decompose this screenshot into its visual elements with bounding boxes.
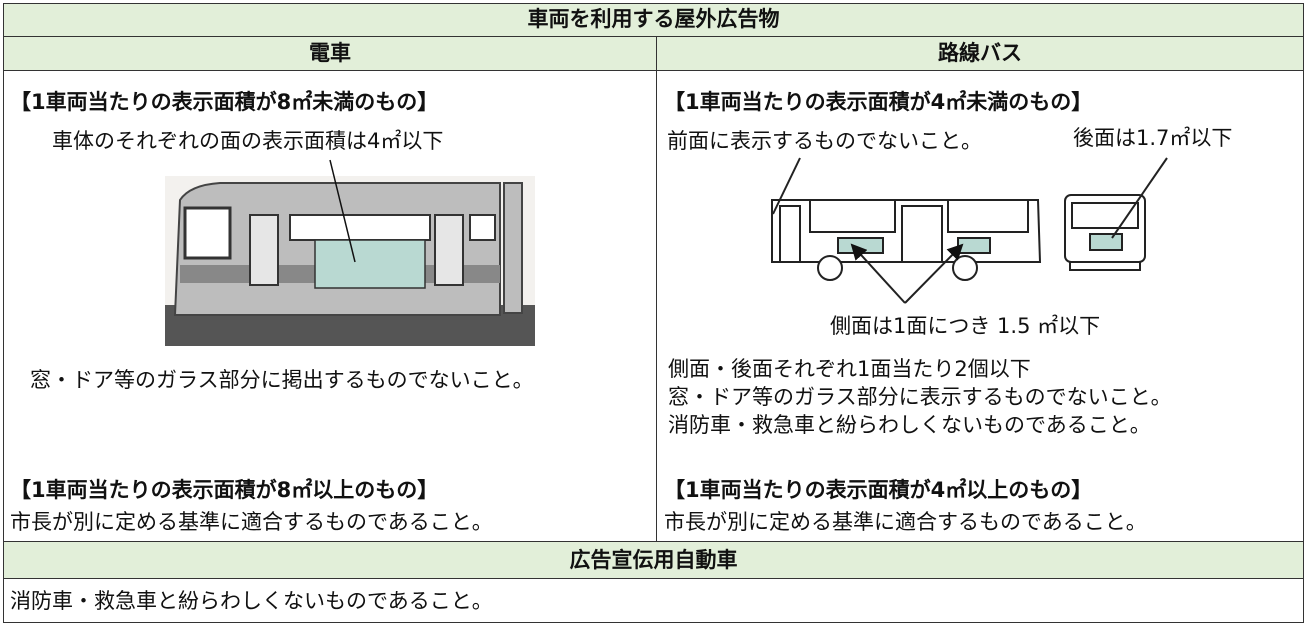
section-title: 広告宣伝用自動車: [569, 548, 738, 572]
ad-cell: [3, 578, 1304, 623]
note: 前面に表示するものでないこと。: [667, 129, 982, 153]
note: 側面は1面につき 1.5 ㎡以下: [830, 314, 1101, 338]
bus-illustration: [771, 157, 1168, 304]
heading: 【1車両当たりの表示面積が8㎡未満のもの】: [10, 90, 439, 114]
heading: 【1車両当たりの表示面積が8㎡以上のもの】: [10, 478, 439, 502]
header-cell: [3, 3, 1304, 37]
column-title: 電車: [309, 41, 351, 65]
note: 窓・ドア等のガラス部分に掲出するものでないこと。: [30, 368, 534, 392]
condition: 消防車・救急車と紛らわしくないものであること。: [668, 413, 1151, 437]
text: 市長が別に定める基準に適合するものであること。: [10, 510, 493, 534]
heading: 【1車両当たりの表示面積が4㎡以上のもの】: [664, 478, 1093, 502]
train-illustration: [165, 159, 535, 346]
column-title: 路線バス: [938, 41, 1022, 65]
train-header-cell: [3, 36, 657, 71]
text: 消防車・救急車と紛らわしくないものであること。: [10, 589, 493, 613]
text: 市長が別に定める基準に適合するものであること。: [664, 510, 1147, 534]
note: 後面は1.7㎡以下: [1073, 126, 1233, 150]
note: 車体のそれぞれの面の表示面積は4㎡以下: [52, 129, 444, 153]
ad-header-cell: [3, 541, 1304, 579]
condition: 側面・後面それぞれ1面当たり2個以下: [668, 357, 1031, 381]
table-title: 車両を利用する屋外広告物: [527, 7, 780, 31]
condition: 窓・ドア等のガラス部分に表示するものでないこと。: [668, 385, 1172, 409]
heading: 【1車両当たりの表示面積が4㎡未満のもの】: [664, 90, 1093, 114]
